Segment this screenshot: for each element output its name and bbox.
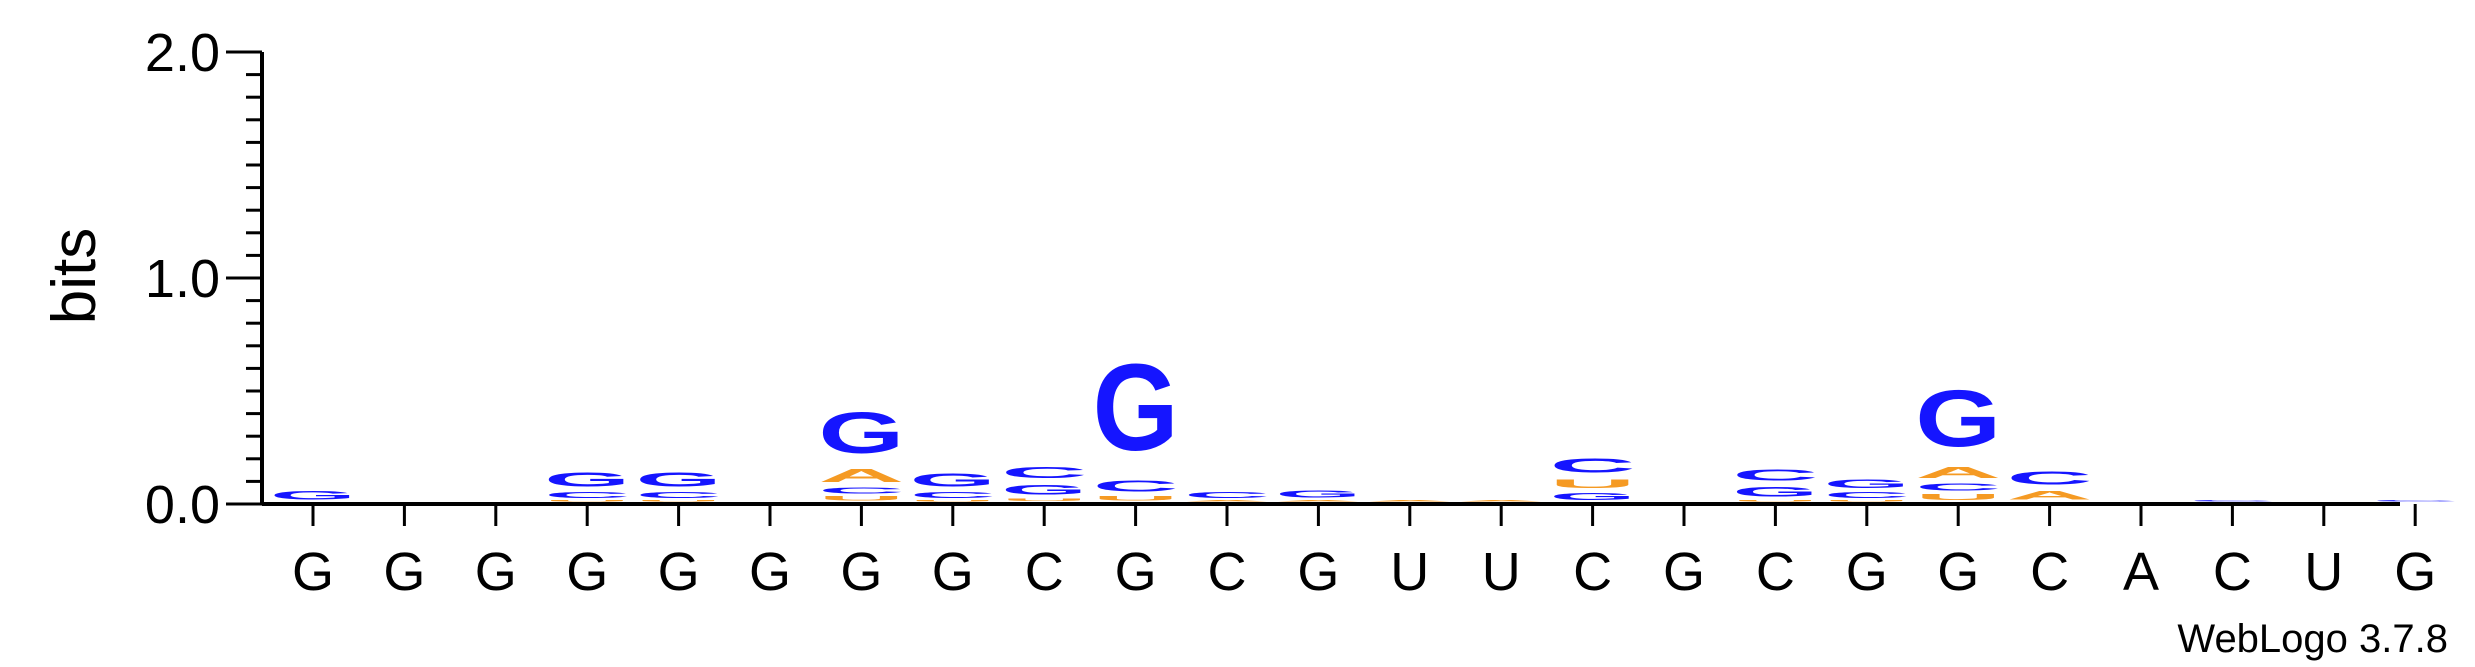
y-axis-title: bits [40, 228, 109, 324]
logo-letter-g: G [270, 488, 356, 502]
sequence-label: U [1482, 542, 1521, 602]
y-axis: 0.0 1.0 2.0 [145, 23, 264, 535]
sequence-label: G [932, 542, 974, 602]
logo-letter-c: C [636, 491, 722, 500]
logo-letter-c: C [818, 486, 904, 495]
sequence-label: U [2304, 542, 2343, 602]
logo-letter-u: U [1550, 477, 1636, 491]
sequence-label: G [658, 542, 700, 602]
sequence-label: C [1025, 542, 1064, 602]
sequence-label: G [1297, 542, 1339, 602]
sequence-label: G [749, 542, 791, 602]
sequence-label: G [840, 542, 882, 602]
logo-letter-c: C [2189, 500, 2275, 502]
logo-letter-g: G [1732, 484, 1818, 500]
sequence-label: G [2394, 542, 2436, 602]
logo-letter-a: A [818, 466, 904, 486]
logo-letter-c: C [910, 491, 996, 500]
sequence-label: A [2123, 542, 2159, 602]
sequence-label: G [383, 542, 425, 602]
sequence-label: G [475, 542, 517, 602]
logo-letter-c: C [544, 491, 630, 500]
sequence-label: C [1756, 542, 1795, 602]
logo-letter-u: U [1093, 495, 1179, 502]
logo-letter-a: A [1367, 500, 1453, 502]
logo-letter-a: A [1184, 500, 1270, 502]
sequence-label: G [1663, 542, 1705, 602]
sequence-label: G [292, 542, 334, 602]
logo-letter-c: C [1550, 455, 1636, 477]
logo-letter-g: G [544, 468, 630, 491]
y-tick-label: 2.0 [145, 23, 220, 83]
sequence-label: G [1115, 542, 1157, 602]
logo-letter-g: G [818, 400, 904, 466]
logo-letter-g: G [1275, 488, 1361, 499]
sequence-label: G [566, 542, 608, 602]
logo-letter-c: C [1184, 491, 1270, 500]
logo-letter-c: C [1824, 491, 1910, 500]
logo-letter-g: G [636, 468, 722, 491]
logo-letter-g: G [910, 470, 996, 490]
logo-letter-c: C [1732, 466, 1818, 484]
logo-letter-u: U [636, 500, 722, 502]
logo-letter-g: G [1915, 372, 2001, 463]
x-axis [262, 502, 2417, 526]
weblogo-credit: WebLogo 3.7.8 [2177, 617, 2448, 661]
logo-letter-g: G [1093, 339, 1179, 477]
y-tick-label: 0.0 [145, 475, 220, 535]
logo-letter-u: U [818, 495, 904, 502]
logo-letter-a: A [1458, 500, 1544, 502]
logo-letter-c: C [1093, 477, 1179, 495]
logo-letter-c: C [2007, 468, 2093, 488]
logo-letter-c: C [1915, 482, 2001, 493]
logo-letter-a: A [2007, 488, 2093, 502]
sequence-label: G [1937, 542, 1979, 602]
sequence-label: C [2213, 542, 2252, 602]
sequence-label: G [1846, 542, 1888, 602]
sequence-label: U [1390, 542, 1429, 602]
logo-letter-u: U [1001, 497, 1087, 502]
sequence-label: C [2030, 542, 2069, 602]
logo-letter-u: U [1732, 500, 1818, 502]
logo-letter-u: U [910, 500, 996, 502]
logo-letter-a: A [1915, 464, 2001, 482]
logo-letter-g: G [1550, 491, 1636, 502]
logo-letter-a: A [1275, 500, 1361, 502]
logo-letter-g: G [1824, 477, 1910, 491]
logo-letter-c: C [2372, 500, 2458, 502]
sequence-label: C [1573, 542, 1612, 602]
logo-letter-u: U [544, 500, 630, 502]
logo-letter-u: U [1915, 493, 2001, 502]
logo-letter-u: U [1824, 500, 1910, 502]
y-tick-label: 1.0 [145, 249, 220, 309]
logo-letter-g: G [1001, 482, 1087, 498]
sequence-label: C [1208, 542, 1247, 602]
logo-letter-c: C [1001, 464, 1087, 482]
